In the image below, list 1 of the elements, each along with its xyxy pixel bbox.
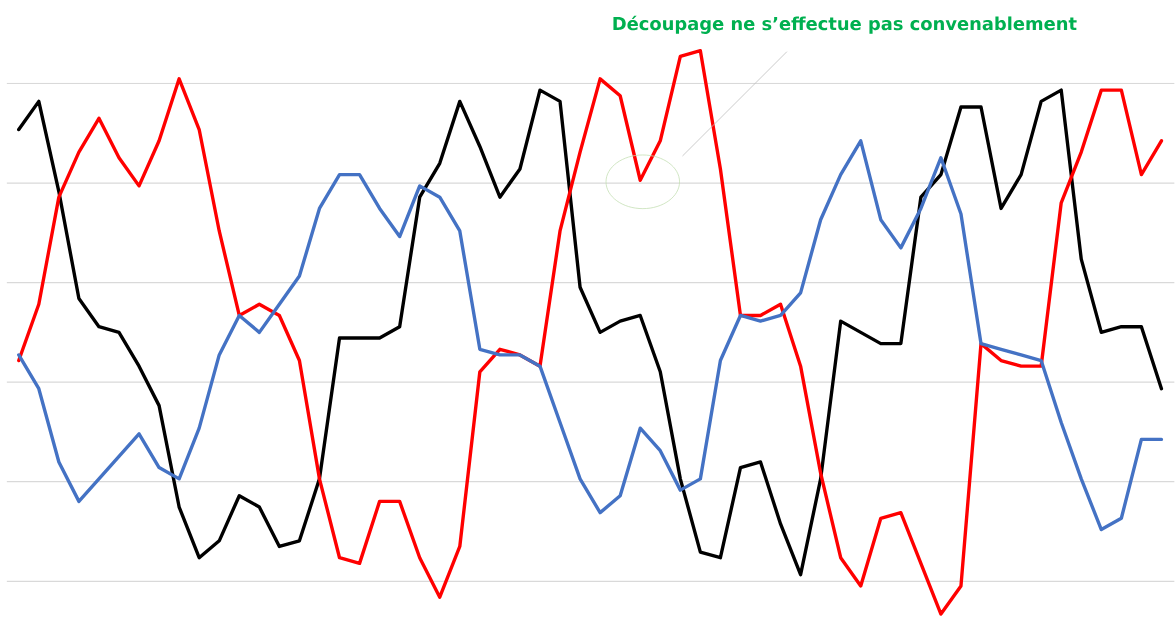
- text: Découpage ne s’effectue pas convenablement: [613, 15, 1077, 34]
